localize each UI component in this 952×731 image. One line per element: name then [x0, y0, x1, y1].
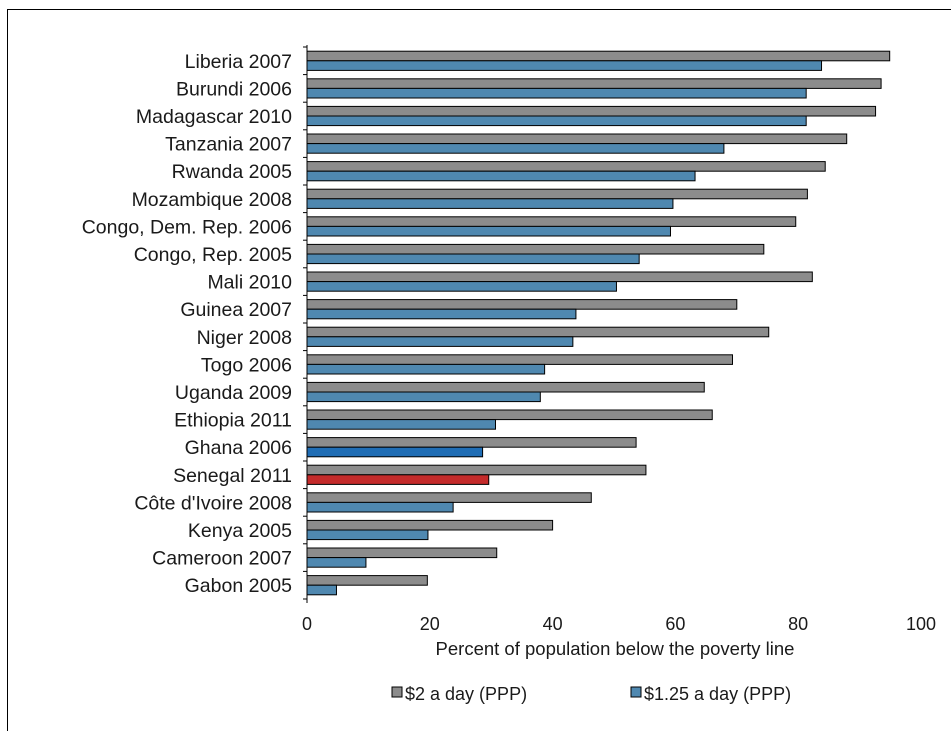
bar-congo-rep-2005-one-twenty-five: [306, 253, 640, 265]
category-label-guinea-2007: Guinea 2007: [180, 299, 292, 321]
legend-swatch-two-dollar: [391, 686, 403, 698]
bar-cameroon-2007-one-twenty-five: [306, 557, 367, 568]
bar-ghana-2006-two-dollar: [306, 437, 637, 448]
bar-senegal-2011-one-twenty-five: [306, 474, 490, 485]
x-tick-label-20: 20: [420, 614, 440, 634]
legend: $2 a day (PPP) $1.25 a day (PPP): [391, 684, 791, 704]
chart-frame: [7, 9, 951, 731]
bar-congo-rep-2005-two-dollar: [306, 243, 765, 255]
category-label-liberia-2007: Liberia 2007: [185, 51, 292, 73]
bar-ethiopia-2011-two-dollar: [306, 409, 713, 421]
bar-rwanda-2005-one-twenty-five: [306, 170, 696, 182]
bar-gabon-2005-one-twenty-five: [306, 584, 337, 596]
bar-gabon-2005-two-dollar: [306, 575, 428, 586]
x-tick-label-100: 100: [906, 614, 936, 634]
category-label-uganda-2009: Uganda 2009: [175, 382, 292, 404]
bar-madagascar-2010-two-dollar: [306, 105, 877, 117]
bar-rwanda-2005-two-dollar: [306, 161, 826, 172]
bar-burundi-2006-two-dollar: [306, 78, 882, 89]
bars-layer: [306, 50, 891, 596]
x-tick-label-60: 60: [665, 614, 685, 634]
category-label-tanzania-2007: Tanzania 2007: [165, 134, 292, 156]
legend-swatch-one-twenty-five: [630, 686, 642, 698]
category-label-mali-2010: Mali 2010: [207, 272, 292, 294]
category-label-ethiopia-2011: Ethiopia 2011: [174, 410, 292, 432]
bar-congo-dem-rep-2006-two-dollar: [306, 216, 797, 227]
x-tick-label-80: 80: [788, 614, 808, 634]
bar-tanzania-2007-one-twenty-five: [306, 143, 725, 154]
bar-ghana-2006-one-twenty-five: [306, 446, 484, 458]
bar-mozambique-2008-one-twenty-five: [306, 198, 674, 209]
bar-uganda-2009-two-dollar: [306, 381, 705, 393]
category-label-gabon-2005: Gabon 2005: [185, 575, 293, 597]
category-label-togo-2006: Togo 2006: [201, 354, 292, 376]
bar-c-te-d-ivoire-2008-two-dollar: [306, 492, 592, 503]
category-label-rwanda-2005: Rwanda 2005: [172, 161, 292, 183]
x-axis-title: Percent of population below the poverty …: [436, 638, 795, 659]
bar-liberia-2007-two-dollar: [306, 50, 891, 62]
bar-mozambique-2008-two-dollar: [306, 188, 808, 200]
bar-togo-2006-two-dollar: [306, 354, 733, 365]
bar-liberia-2007-one-twenty-five: [306, 60, 823, 71]
legend-label-one-twenty-five: $1.25 a day (PPP): [644, 684, 791, 704]
bar-madagascar-2010-one-twenty-five: [306, 115, 807, 127]
legend-label-two-dollar: $2 a day (PPP): [405, 684, 527, 704]
bar-senegal-2011-two-dollar: [306, 464, 647, 476]
category-labels-layer: Liberia 2007 Burundi 2006 Madagascar 2010 T…: [82, 51, 292, 597]
bar-guinea-2007-two-dollar: [306, 299, 738, 310]
bar-burundi-2006-one-twenty-five: [306, 87, 807, 99]
category-label-cameroon-2007: Cameroon 2007: [152, 548, 292, 570]
category-label-congo-dem-rep-2006: Congo, Dem. Rep. 2006: [82, 216, 292, 238]
bar-kenya-2005-two-dollar: [306, 519, 554, 531]
category-label-niger-2008: Niger 2008: [197, 327, 292, 349]
category-label-senegal-2011: Senegal 2011: [173, 465, 292, 487]
category-label-congo-rep-2005: Congo, Rep. 2005: [134, 244, 292, 266]
bar-cameroon-2007-two-dollar: [306, 547, 498, 559]
bar-niger-2008-one-twenty-five: [306, 336, 574, 347]
bar-kenya-2005-one-twenty-five: [306, 529, 429, 541]
bar-tanzania-2007-two-dollar: [306, 133, 848, 145]
bar-guinea-2007-one-twenty-five: [306, 308, 577, 320]
category-label-burundi-2006: Burundi 2006: [176, 78, 292, 100]
category-label-mozambique-2008: Mozambique 2008: [132, 189, 292, 211]
bar-niger-2008-two-dollar: [306, 326, 770, 338]
bar-ethiopia-2011-one-twenty-five: [306, 419, 496, 430]
bar-c-te-d-ivoire-2008-one-twenty-five: [306, 501, 454, 513]
category-label-ghana-2006: Ghana 2006: [185, 437, 292, 459]
bar-mali-2010-two-dollar: [306, 271, 813, 283]
bar-togo-2006-one-twenty-five: [306, 363, 546, 375]
bar-uganda-2009-one-twenty-five: [306, 391, 541, 403]
x-tick-label-0: 0: [302, 614, 312, 634]
bar-congo-dem-rep-2006-one-twenty-five: [306, 225, 671, 237]
category-label-kenya-2005: Kenya 2005: [188, 520, 292, 542]
x-axis: 0 20 40 60 80 100: [302, 45, 936, 634]
bar-mali-2010-one-twenty-five: [306, 281, 617, 292]
category-label-c-te-d-ivoire-2008: Côte d'Ivoire 2008: [134, 492, 292, 514]
x-tick-label-40: 40: [543, 614, 563, 634]
category-label-madagascar-2010: Madagascar 2010: [136, 106, 292, 128]
